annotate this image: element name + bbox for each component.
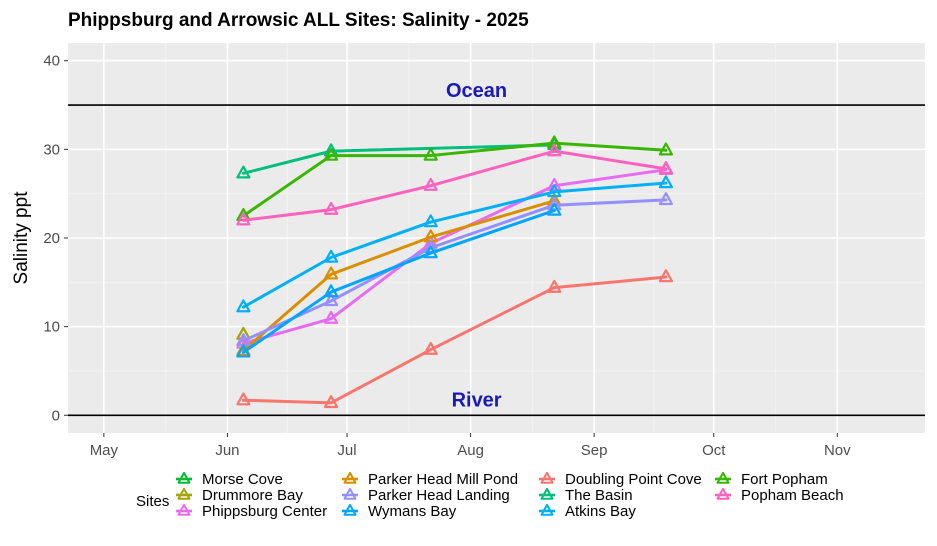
series-layer <box>236 135 674 409</box>
legend-item-wymans-bay: Wymans Bay <box>342 503 457 520</box>
data-point <box>658 192 674 206</box>
legend-label: Wymans Bay <box>368 503 457 520</box>
data-point <box>323 201 339 215</box>
y-tick-label: 20 <box>43 230 60 247</box>
legend-label: Fort Popham <box>741 471 828 488</box>
data-point <box>236 299 251 313</box>
data-point <box>658 161 674 175</box>
series-line-wymans-bay <box>241 209 556 354</box>
data-point <box>547 177 562 191</box>
series-fort-popham <box>236 135 674 222</box>
data-point <box>658 142 674 156</box>
data-point <box>547 135 562 149</box>
x-tick-label: May <box>90 442 119 459</box>
legend-key-marker <box>343 487 357 500</box>
legend-item-the-basin: The Basin <box>539 487 633 504</box>
data-point <box>658 175 674 189</box>
legend-key-marker <box>540 487 554 500</box>
legend-key-marker <box>716 487 730 500</box>
legend-key-marker <box>716 471 730 484</box>
series-popham-beach <box>236 143 674 226</box>
data-point <box>547 202 562 216</box>
series-line-popham-beach <box>241 149 668 222</box>
reference-lines: Ocean River <box>68 80 925 417</box>
x-tick-label: Aug <box>457 442 484 459</box>
x-tick-label: Jul <box>337 442 356 459</box>
legend-item-popham-beach: Popham Beach <box>715 487 844 504</box>
legend-item-fort-popham: Fort Popham <box>715 471 828 488</box>
legend-label: Parker Head Mill Pond <box>368 471 518 488</box>
legend-item-morse-cove: Morse Cove <box>176 471 283 488</box>
legend-key-marker <box>177 487 191 500</box>
x-tick-label: Nov <box>824 442 851 459</box>
data-point <box>423 147 438 161</box>
x-axis: May Jun Jul Aug Sep Oct Nov <box>90 433 851 459</box>
legend-label: Morse Cove <box>202 471 283 488</box>
data-point <box>236 392 251 406</box>
legend-label: Doubling Point Cove <box>565 471 702 488</box>
data-point <box>323 284 339 298</box>
legend-item-parker-head-landing: Parker Head Landing <box>342 487 510 504</box>
data-point <box>323 310 339 324</box>
data-point <box>323 249 339 263</box>
data-point <box>323 266 339 280</box>
legend-item-doubling-point-cove: Doubling Point Cove <box>539 471 702 488</box>
legend-item-atkins-bay: Atkins Bay <box>539 503 636 520</box>
data-point <box>658 269 674 283</box>
y-tick-label: 40 <box>43 53 60 70</box>
data-point <box>323 147 339 161</box>
data-point <box>423 177 438 191</box>
y-tick-label: 30 <box>43 141 60 158</box>
y-tick-label: 0 <box>52 407 60 424</box>
data-point <box>423 245 438 259</box>
legend-key-marker <box>343 471 357 484</box>
reference-label-river: River <box>452 389 502 411</box>
series-line-atkins-bay <box>241 181 668 309</box>
data-point <box>423 341 438 355</box>
data-point <box>236 344 251 358</box>
y-axis: 0 10 20 30 40 <box>43 53 68 424</box>
legend-label: Drummore Bay <box>202 487 303 504</box>
data-point <box>236 165 251 179</box>
data-point <box>423 214 438 228</box>
legend-key-marker <box>540 471 554 484</box>
legend-title: Sites <box>136 493 169 510</box>
data-point <box>547 279 562 293</box>
data-point <box>547 184 562 198</box>
series-atkins-bay <box>236 175 674 313</box>
data-point <box>547 143 562 157</box>
legend-key-marker <box>540 503 554 516</box>
series-line-doubling-point-cove <box>241 275 668 405</box>
legend-key-marker <box>177 471 191 484</box>
legend-key-marker <box>343 503 357 516</box>
chart-title: Phippsburg and Arrowsic ALL Sites: Salin… <box>68 10 529 31</box>
legend-label: The Basin <box>565 487 633 504</box>
legend-item-phippsburg-center: Phippsburg Center <box>176 503 327 520</box>
legend-item-parker-head-mill-pond: Parker Head Mill Pond <box>342 471 518 488</box>
series-doubling-point-cove <box>236 269 674 409</box>
y-axis-label: Salinity ppt <box>11 191 32 285</box>
legend-label: Parker Head Landing <box>368 487 510 504</box>
data-point <box>236 212 251 226</box>
legend-label: Phippsburg Center <box>202 503 327 520</box>
legend-item-drummore-bay: Drummore Bay <box>176 487 303 504</box>
x-tick-label: Sep <box>581 442 608 459</box>
data-point <box>323 293 339 307</box>
series-line-parker-head-mill-pond <box>241 199 556 353</box>
y-tick-label: 10 <box>43 319 60 336</box>
series-wymans-bay <box>236 202 562 358</box>
x-tick-label: Oct <box>702 442 726 459</box>
reference-label-ocean: Ocean <box>446 80 507 102</box>
legend-label: Atkins Bay <box>565 503 636 520</box>
data-point <box>323 395 339 409</box>
x-tick-label: Jun <box>215 442 239 459</box>
legend-key-marker <box>177 503 191 516</box>
series-line-fort-popham <box>241 141 668 218</box>
legend-label: Popham Beach <box>741 487 844 504</box>
